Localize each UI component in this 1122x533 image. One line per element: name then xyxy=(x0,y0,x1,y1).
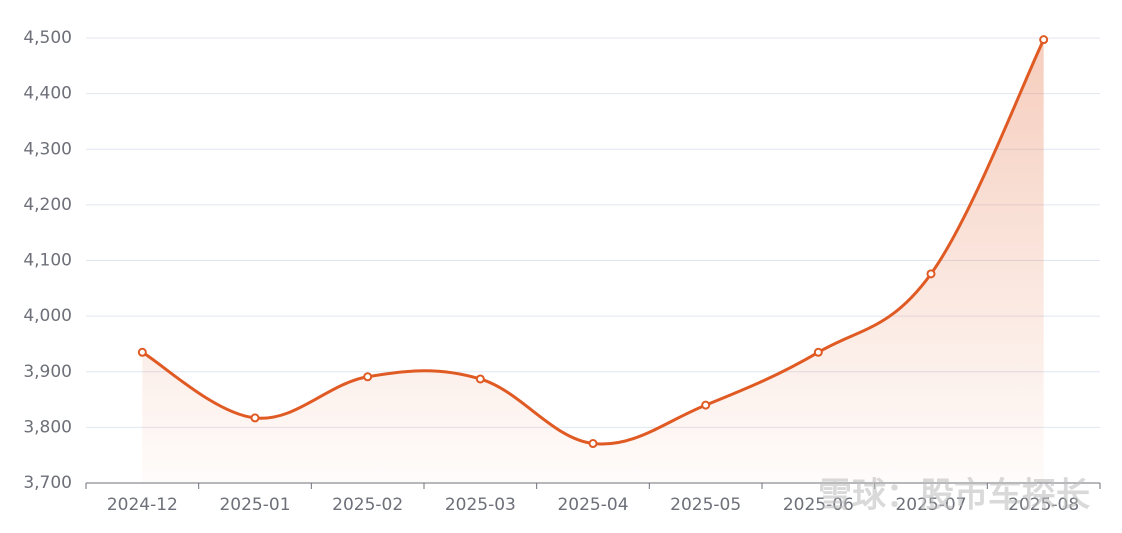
point xyxy=(926,269,936,279)
x-tick-label: 2024-12 xyxy=(107,495,178,515)
x-tick-label: 2025-03 xyxy=(445,495,516,515)
y-tick-label: 4,400 xyxy=(23,84,72,104)
y-tick-label: 4,500 xyxy=(23,28,72,48)
y-tick-label: 4,200 xyxy=(23,195,72,215)
point xyxy=(250,413,260,423)
point xyxy=(813,347,823,357)
x-tick-label: 2025-08 xyxy=(1008,495,1079,515)
y-tick-label: 3,700 xyxy=(23,473,72,493)
area xyxy=(142,39,1044,483)
watermark: 雪球：股市车探长 xyxy=(818,476,1090,516)
y-tick-label: 3,800 xyxy=(23,417,72,437)
x-tick-label: 2025-01 xyxy=(219,495,290,515)
point xyxy=(701,400,711,410)
point xyxy=(475,374,485,384)
y-tick-label: 4,300 xyxy=(23,139,72,159)
y-tick-label: 4,100 xyxy=(23,251,72,271)
point xyxy=(1039,35,1049,45)
y-tick-label: 3,900 xyxy=(23,362,72,382)
x-tick-label: 2025-04 xyxy=(557,495,628,515)
x-tick-label: 2025-07 xyxy=(895,495,966,515)
point xyxy=(588,439,598,449)
y-tick-label: 4,000 xyxy=(23,306,72,326)
x-tick-label: 2025-05 xyxy=(670,495,741,515)
x-tick-label: 2025-06 xyxy=(783,495,854,515)
point xyxy=(363,372,373,382)
point xyxy=(137,347,147,357)
x-tick-label: 2025-02 xyxy=(332,495,403,515)
